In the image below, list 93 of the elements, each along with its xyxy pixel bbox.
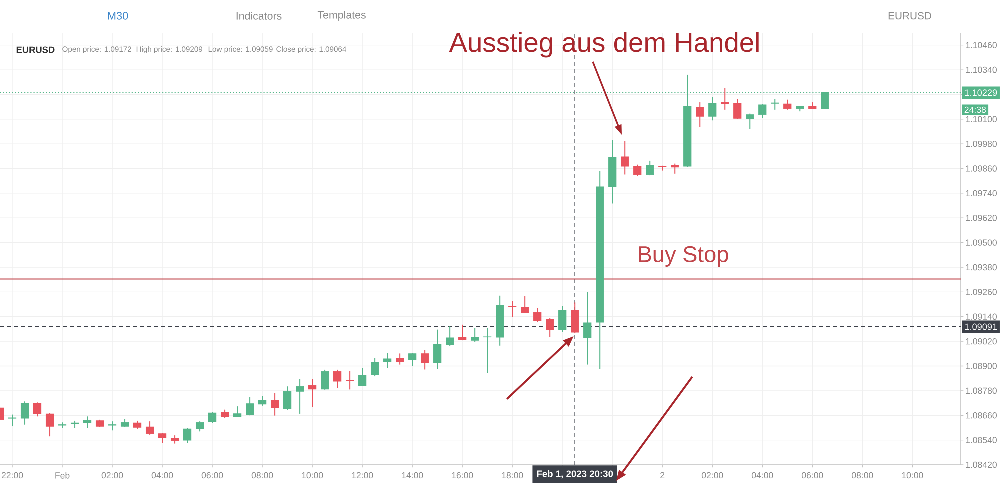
candlestick (334, 369, 342, 389)
x-tick-label: 12:00 (352, 472, 374, 479)
candlestick (8, 414, 17, 428)
candlestick (284, 386, 292, 411)
candlestick (471, 328, 480, 343)
candlestick (346, 370, 354, 390)
candlestick (558, 306, 567, 333)
text: 24:38 (964, 106, 986, 114)
candlestick (758, 104, 767, 119)
candlestick (671, 163, 680, 174)
candlestick (421, 350, 430, 370)
y-tick-label: 1.08540 (966, 437, 997, 444)
y-tick-label: 1.09860 (966, 166, 997, 172)
y-tick-label: 1.10340 (966, 66, 997, 74)
y-tick-label: 1.09740 (966, 190, 997, 197)
candlestick (434, 329, 442, 370)
candlestick (746, 113, 754, 130)
candlestick (183, 428, 192, 444)
y-tick-label: 1.09980 (966, 140, 997, 148)
candlestick (246, 397, 254, 416)
x-tick-label: 10:00 (302, 472, 324, 479)
x-tick-label: 06:00 (202, 472, 224, 479)
x-tick-label: 22:00 (2, 472, 24, 479)
candlestick (196, 421, 204, 432)
y-tick-label: 1.08900 (966, 363, 997, 370)
candlestick (546, 318, 554, 338)
candlestick (534, 308, 542, 323)
candlestick (734, 98, 742, 120)
candlestick (258, 396, 267, 406)
x-tick-label: 18:00 (502, 472, 524, 479)
annotation: Ausstieg aus dem Handel (449, 32, 759, 58)
candlestick (308, 378, 317, 408)
ref-line-label: 1.10229 (965, 90, 998, 96)
y-tick-label: 1.08780 (966, 388, 997, 394)
candlestick (46, 412, 54, 438)
candlestick (446, 326, 454, 347)
y-tick-label: 1.10100 (966, 116, 997, 123)
candlestick (784, 99, 792, 110)
x-tick-label: 04:00 (752, 472, 774, 479)
x-tick-label: 06:00 (802, 472, 824, 479)
x-tick-label: 16:00 (452, 472, 474, 479)
text: M30 (108, 12, 128, 20)
candlestick (384, 352, 392, 369)
candlestick (721, 88, 730, 110)
y-tick-label: 1.10460 (966, 42, 997, 48)
x-tick-label: Feb (56, 472, 70, 479)
candlestick (358, 368, 367, 387)
x-tick-label: 02:00 (702, 472, 724, 479)
candlestick (521, 296, 530, 314)
x-tick-label: 10:00 (902, 472, 924, 479)
x-tick-label: 14:00 (402, 472, 424, 479)
y-tick-label: 1.09260 (966, 289, 997, 296)
candlestick (208, 412, 217, 424)
x-tick-label: 2 (660, 472, 665, 479)
y-tick-label: 1.09500 (966, 240, 997, 246)
text: EURUSD (16, 46, 55, 54)
text: EURUSD (888, 12, 932, 20)
candlestick (634, 164, 642, 177)
candlestick (696, 102, 704, 128)
ref-line-label: Feb 1, 2023 20:30 (537, 470, 614, 479)
candlestick (271, 392, 280, 416)
candlestick (771, 98, 780, 110)
candlestick (321, 369, 330, 390)
x-tick-label: 04:00 (152, 472, 174, 479)
candlestick (571, 302, 580, 334)
candlestick (458, 324, 467, 342)
candlestick (108, 421, 117, 432)
y-tick-label: 1.09380 (966, 264, 997, 271)
candlestick (484, 328, 492, 374)
candlestick (146, 421, 154, 436)
candlestick (646, 160, 654, 176)
y-tick-label: 1.09620 (966, 215, 997, 222)
candlestick (33, 402, 42, 418)
candlestick (584, 292, 592, 366)
candlestick (396, 353, 404, 366)
ref-line-label: Buy Stop (639, 246, 728, 267)
candlestick (20, 401, 30, 426)
candlestick (371, 358, 380, 378)
candlestick (408, 352, 417, 367)
y-tick-label: 1.08660 (966, 412, 997, 419)
y-tick-label: 1.09020 (966, 338, 997, 345)
text: Indicators (236, 12, 282, 20)
candlestick (83, 416, 92, 429)
ref-line-label: 1.09091 (965, 324, 998, 330)
candlestick (708, 96, 717, 122)
y-tick-label: 1.09140 (966, 314, 997, 320)
candlestick (621, 140, 630, 176)
y-tick-label: 1.08420 (966, 462, 997, 468)
x-tick-label: 08:00 (252, 472, 274, 479)
x-tick-label: 08:00 (852, 472, 874, 479)
text: Templates (318, 11, 366, 21)
x-tick-label: 02:00 (102, 472, 124, 479)
candlestick (296, 378, 304, 414)
